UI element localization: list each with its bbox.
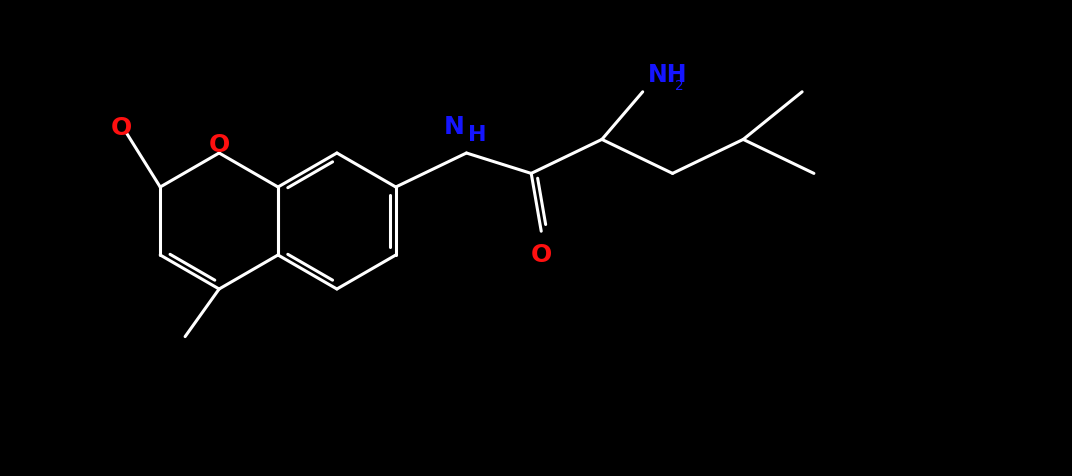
Text: NH: NH: [647, 63, 687, 87]
Text: H: H: [468, 125, 487, 145]
Text: O: O: [208, 133, 229, 157]
Text: $_2$: $_2$: [673, 74, 683, 93]
Text: O: O: [110, 116, 132, 139]
Text: O: O: [531, 243, 552, 267]
Text: N: N: [444, 115, 465, 139]
